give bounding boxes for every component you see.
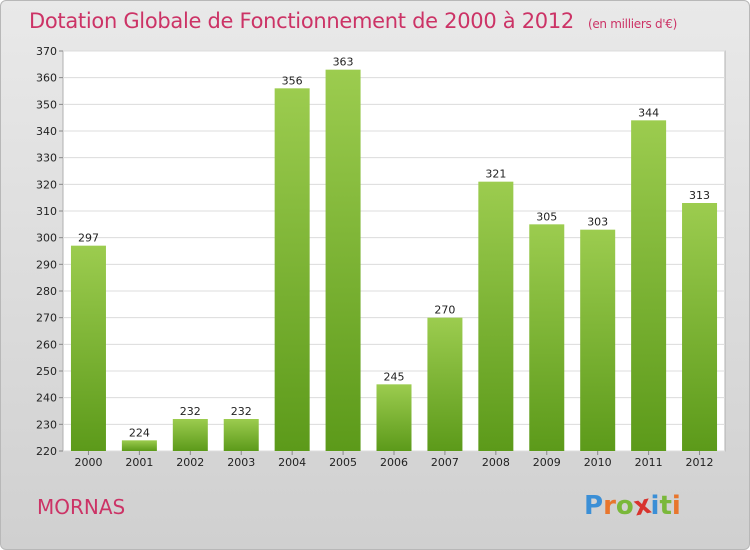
y-tick-label: 260 (36, 338, 57, 351)
x-tick-label: 2000 (74, 456, 102, 469)
bar-value-label: 321 (485, 168, 506, 181)
bar (172, 419, 208, 451)
x-tick-label: 2004 (278, 456, 306, 469)
y-tick-label: 290 (36, 258, 57, 271)
y-tick-label: 360 (36, 72, 57, 85)
commune-name: MORNAS (37, 495, 126, 519)
proxiti-logo: Proxiti (584, 490, 681, 523)
y-tick-label: 220 (36, 445, 57, 458)
title-text: Dotation Globale de Fonctionnement de 20… (29, 9, 574, 33)
chart-title: Dotation Globale de Fonctionnement de 20… (29, 9, 677, 33)
bars: 297 224 232 232 356 363 245 270 321 305 303 344 313 (70, 56, 718, 452)
y-tick-label: 270 (36, 312, 57, 325)
x-tick-label: 2010 (584, 456, 612, 469)
x-tick-label: 2006 (380, 456, 408, 469)
y-tick-label: 370 (36, 45, 57, 58)
logo-letter: i (650, 491, 660, 521)
bar-value-label: 297 (78, 232, 99, 245)
bar-value-label: 232 (231, 405, 252, 418)
unit-note: (en milliers d'€) (587, 17, 677, 31)
bar (427, 317, 463, 451)
bar (478, 181, 514, 451)
bar (682, 203, 718, 451)
x-tick-label: 2012 (686, 456, 714, 469)
y-tick-label: 350 (36, 98, 57, 111)
bar (121, 440, 157, 451)
logo-letter: i (671, 491, 681, 521)
logo-letter: t (659, 491, 672, 521)
y-tick-label: 280 (36, 285, 57, 298)
logo-letter: r (603, 491, 616, 521)
y-tick-label: 250 (36, 365, 57, 378)
bar-value-label: 270 (434, 304, 455, 317)
bar-value-label: 303 (587, 216, 608, 229)
x-tick-label: 2003 (227, 456, 255, 469)
bar-value-label: 313 (689, 189, 710, 202)
x-tick-label: 2002 (176, 456, 204, 469)
bar-value-label: 363 (333, 56, 354, 69)
x-tick-label: 2009 (533, 456, 561, 469)
bar-value-label: 224 (129, 426, 150, 439)
bar (325, 69, 361, 452)
y-tick-label: 240 (36, 392, 57, 405)
bar (580, 229, 616, 451)
y-tick-label: 340 (36, 125, 57, 138)
x-tick-label: 2011 (635, 456, 663, 469)
bar (631, 120, 667, 451)
bar-value-label: 356 (282, 74, 303, 87)
x-axis-ticks: 2000 2001 2002 2003 2004 2005 2006 2007 2008 2009… (74, 451, 714, 469)
x-tick-label: 2001 (125, 456, 153, 469)
y-tick-label: 320 (36, 178, 57, 191)
x-tick-label: 2007 (431, 456, 459, 469)
bar-value-label: 305 (536, 210, 557, 223)
bar (529, 224, 565, 451)
logo-letter: P (584, 491, 604, 521)
y-axis-ticks: 220 230 240 250 260 270 280 290 300 310 320 330 340 3… (36, 45, 63, 458)
x-tick-label: 2008 (482, 456, 510, 469)
y-tick-label: 300 (36, 232, 57, 245)
bar (376, 384, 412, 451)
bar-value-label: 344 (638, 106, 659, 119)
bar-value-label: 232 (180, 405, 201, 418)
logo-letter: o (615, 491, 634, 521)
bar-value-label: 245 (384, 370, 405, 383)
y-tick-label: 310 (36, 205, 57, 218)
bar (274, 88, 310, 451)
bar (70, 245, 106, 451)
x-tick-label: 2005 (329, 456, 357, 469)
y-tick-label: 330 (36, 152, 57, 165)
y-tick-label: 230 (36, 418, 57, 431)
bar (223, 419, 259, 451)
